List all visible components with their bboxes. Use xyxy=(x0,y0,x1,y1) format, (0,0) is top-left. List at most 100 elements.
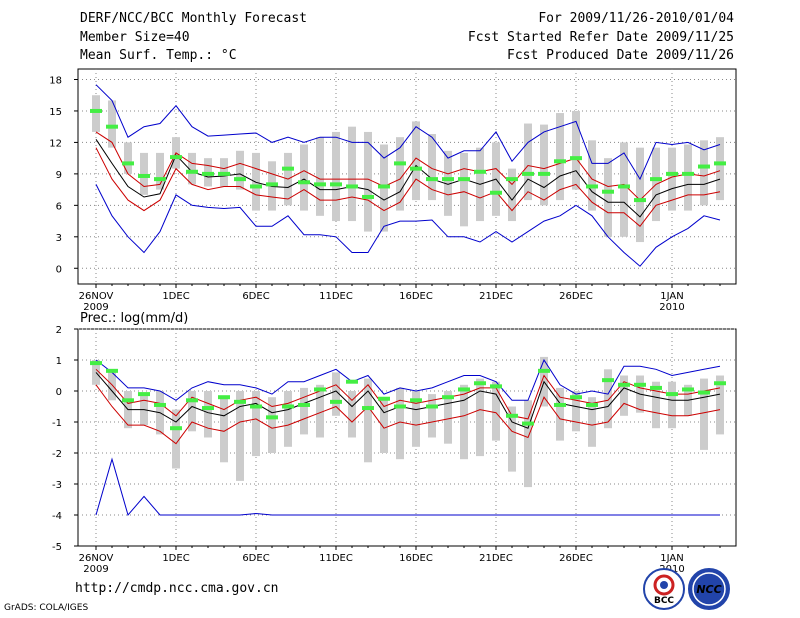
median-marker xyxy=(138,173,150,178)
median-marker xyxy=(314,182,326,187)
y-tick-label: -2 xyxy=(52,449,62,460)
median-marker xyxy=(682,387,694,392)
spread-box xyxy=(188,152,196,185)
spread-box xyxy=(604,158,612,237)
y-tick-label: 6 xyxy=(56,201,62,212)
x-tick-label: 11DEC xyxy=(319,553,353,564)
median-marker xyxy=(426,404,438,409)
median-marker xyxy=(106,124,118,129)
spread-box xyxy=(508,406,516,472)
median-marker xyxy=(618,184,630,189)
x-tick-label: 26NOV xyxy=(79,291,114,302)
median-marker xyxy=(602,378,614,383)
median-marker xyxy=(458,387,470,392)
spread-box xyxy=(524,400,532,488)
x-tick-label: 21DEC xyxy=(479,553,513,564)
y-tick-label: 3 xyxy=(56,233,62,244)
median-marker xyxy=(218,171,230,176)
median-marker xyxy=(378,184,390,189)
spread-box xyxy=(700,378,708,450)
spread-box xyxy=(428,394,436,438)
spread-box xyxy=(652,381,660,429)
median-marker xyxy=(570,395,582,400)
median-marker xyxy=(218,395,230,400)
spread-box xyxy=(684,144,692,211)
median-marker xyxy=(234,399,246,404)
spread-box xyxy=(396,137,404,211)
x-tick-label: 6DEC xyxy=(242,291,269,302)
lower-line xyxy=(95,384,721,445)
spread-box xyxy=(540,124,548,206)
spread-box xyxy=(620,142,628,237)
median-marker xyxy=(202,406,214,411)
median-marker xyxy=(506,177,518,182)
spread-box xyxy=(428,134,436,201)
spread-box xyxy=(332,372,340,416)
x-tick-label: 1DEC xyxy=(162,291,189,302)
x-tick-sublabel: 2009 xyxy=(83,564,108,575)
spread-box xyxy=(412,391,420,447)
grads-credit: GrADS: COLA/IGES xyxy=(4,603,89,613)
spread-box xyxy=(572,110,580,190)
x-tick-label: 11DEC xyxy=(319,291,353,302)
median-marker xyxy=(714,381,726,386)
spread-box xyxy=(92,95,100,132)
spread-box xyxy=(316,384,324,438)
median-marker xyxy=(634,198,646,203)
median-marker xyxy=(458,177,470,182)
median-marker xyxy=(298,180,310,185)
x-tick-label: 26DEC xyxy=(559,291,593,302)
median-marker xyxy=(90,108,102,113)
spread-box xyxy=(700,140,708,206)
median-marker xyxy=(346,184,358,189)
y-tick-label: 0 xyxy=(56,387,62,398)
source-url[interactable]: http://cmdp.ncc.cma.gov.cn xyxy=(75,581,279,596)
spread-box xyxy=(444,391,452,444)
spread-box xyxy=(140,152,148,195)
median-marker xyxy=(282,404,294,409)
spread-box xyxy=(556,113,564,201)
median-marker xyxy=(362,406,374,411)
x-tick-label: 1DEC xyxy=(162,553,189,564)
median-marker xyxy=(410,166,422,171)
median-marker xyxy=(122,398,134,403)
spread-box xyxy=(300,387,308,435)
median-marker xyxy=(586,184,598,189)
spread-box xyxy=(156,152,164,190)
median-marker xyxy=(170,426,182,431)
spread-box xyxy=(620,375,628,416)
median-marker xyxy=(490,384,502,389)
spread-box xyxy=(716,137,724,201)
spread-box xyxy=(204,391,212,438)
y-tick-label: -4 xyxy=(52,511,62,522)
median-marker xyxy=(362,194,374,199)
median-marker xyxy=(554,159,566,164)
spread-box xyxy=(268,397,276,453)
spread-box xyxy=(508,168,516,222)
spread-box xyxy=(396,387,404,460)
median-marker xyxy=(250,404,262,409)
median-marker xyxy=(138,392,150,397)
spread-box xyxy=(636,147,644,243)
x-tick-label: 26DEC xyxy=(559,553,593,564)
spread-box xyxy=(380,397,388,453)
median-marker xyxy=(410,398,422,403)
spread-box xyxy=(188,391,196,432)
median-marker xyxy=(650,177,662,182)
max-line xyxy=(95,84,721,181)
median-marker xyxy=(186,398,198,403)
spread-box xyxy=(588,140,596,211)
spread-box xyxy=(492,381,500,441)
x-tick-label: 26NOV xyxy=(79,553,114,564)
median-marker xyxy=(298,402,310,407)
plot-frame-0 xyxy=(77,68,737,285)
median-marker xyxy=(442,177,454,182)
median-marker xyxy=(570,156,582,161)
median-marker xyxy=(522,171,534,176)
upper-line xyxy=(95,131,721,201)
median-marker xyxy=(154,177,166,182)
y-tick-label: -3 xyxy=(52,480,62,491)
forecast-period: For 2009/11/26-2010/01/04 xyxy=(538,11,734,26)
ncc-logo-text: NCC xyxy=(696,583,721,596)
